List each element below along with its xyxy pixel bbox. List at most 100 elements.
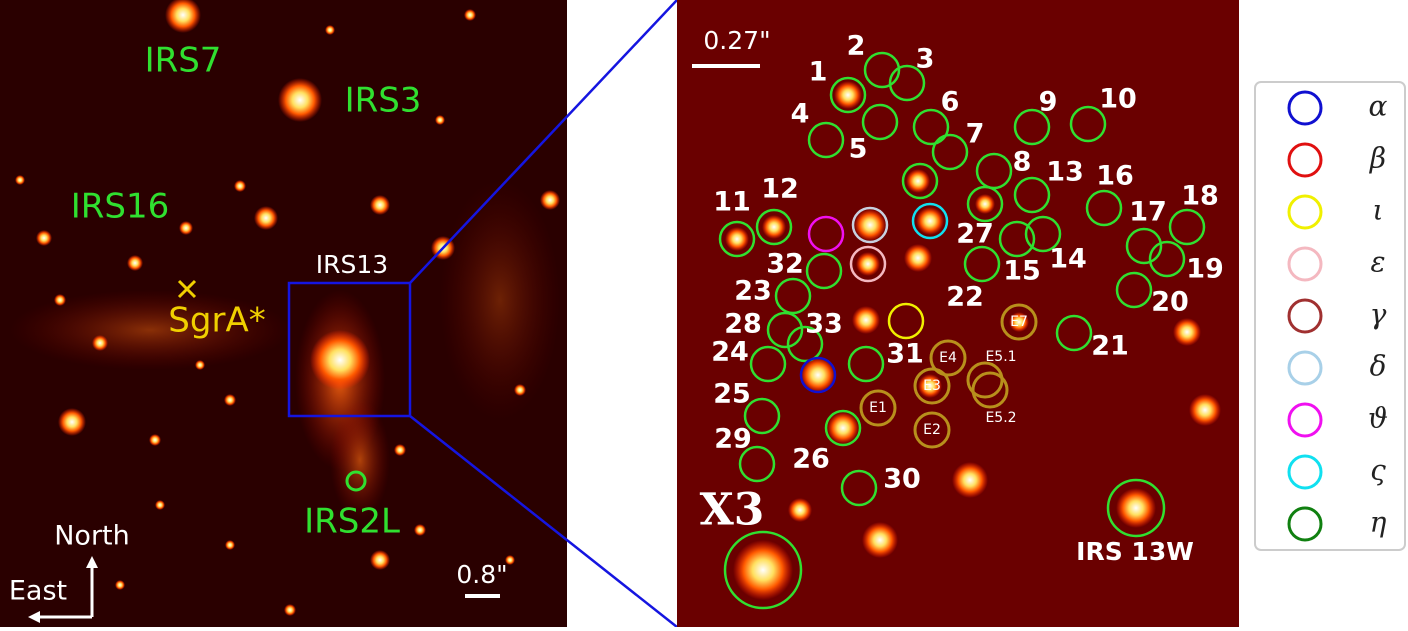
eta-circle	[931, 133, 969, 171]
source-number: 12	[761, 174, 799, 205]
star	[435, 115, 445, 125]
left-stars	[15, 0, 560, 616]
source-number: 30	[883, 464, 921, 495]
e-label: E1	[869, 400, 887, 416]
star	[224, 394, 236, 406]
e-label: E5.2	[985, 410, 1016, 426]
eta-circle	[861, 103, 899, 141]
scale-label: 0.27"	[703, 26, 770, 55]
star	[15, 175, 25, 185]
eta-circle	[1115, 271, 1153, 309]
source-number: 24	[711, 337, 749, 368]
source-number: 18	[1181, 181, 1219, 212]
blob	[1189, 394, 1221, 426]
eta-circle	[840, 469, 878, 507]
zoom-line	[409, 415, 678, 628]
source-label: IRS2L	[304, 502, 400, 542]
blob	[854, 209, 886, 241]
eta-circle	[1069, 105, 1107, 143]
source-number: 23	[734, 276, 772, 307]
star	[394, 444, 406, 456]
eta-circle	[774, 277, 812, 315]
source-number: 19	[1186, 254, 1224, 285]
eta-circle	[829, 76, 867, 114]
class-circle	[851, 206, 889, 244]
e-circle	[971, 371, 1009, 409]
source-number: 11	[713, 187, 751, 218]
e-circle	[929, 339, 967, 377]
legend-marker	[1287, 350, 1323, 386]
e-label: E7	[1010, 314, 1028, 330]
right-circles: E1 E2 E3 E4 E5.1 E5.2 E7	[718, 51, 1206, 610]
eta-circle	[966, 185, 1004, 223]
legend-label: ε	[1370, 246, 1385, 279]
eta-circle	[1125, 227, 1163, 265]
source-number: 17	[1129, 197, 1167, 228]
source-number: 32	[766, 249, 804, 280]
eta-circle	[807, 121, 845, 159]
e-circle	[859, 389, 897, 427]
star	[179, 221, 193, 235]
blob	[856, 252, 880, 276]
source-number: 27	[956, 219, 994, 250]
eta-circle	[786, 325, 824, 363]
blob	[725, 227, 749, 251]
star	[414, 524, 426, 536]
legend-marker	[1287, 194, 1323, 230]
zoom-line	[409, 0, 678, 284]
source-label: IRS13	[316, 250, 388, 279]
blob	[904, 244, 932, 272]
source-number: 21	[1091, 331, 1129, 362]
blob	[788, 498, 812, 522]
star	[155, 500, 165, 510]
star	[514, 384, 526, 396]
source-number: 15	[1003, 256, 1041, 287]
source-label: SgrA*	[168, 301, 265, 341]
legend-label: ς	[1370, 454, 1386, 487]
eta-circle	[1148, 240, 1186, 278]
legend-marker	[1287, 298, 1323, 334]
eta-circle	[847, 345, 885, 383]
source-label: IRS16	[71, 187, 170, 227]
class-circle	[911, 202, 949, 240]
source-number: 2	[847, 31, 866, 62]
eta-circle	[824, 409, 862, 447]
e-label: E4	[939, 350, 957, 366]
source-number: 26	[792, 444, 830, 475]
blob	[916, 207, 944, 235]
e-circle	[913, 411, 951, 449]
star	[149, 434, 161, 446]
blob	[827, 412, 859, 444]
compass-label: East	[9, 576, 67, 607]
source-number: 31	[886, 339, 924, 370]
star	[254, 206, 278, 230]
blob	[1009, 312, 1029, 332]
sgra-marker	[177, 279, 197, 299]
eta-circle	[975, 152, 1013, 190]
legend-label: δ	[1370, 350, 1387, 383]
eta-circle	[755, 208, 793, 246]
eta-circle	[749, 345, 787, 383]
source-number: 6	[941, 87, 960, 118]
legend-marker	[1287, 506, 1323, 542]
source-number: 3	[916, 44, 935, 75]
star	[58, 408, 86, 436]
legend-marker	[1287, 142, 1323, 178]
blob	[862, 522, 898, 558]
eta-circle	[901, 162, 939, 200]
star	[54, 294, 66, 306]
class-circle	[807, 215, 845, 253]
source-number: 5	[849, 134, 868, 165]
star	[370, 195, 390, 215]
legend-label: α	[1369, 90, 1388, 123]
blob	[733, 540, 793, 600]
eta-circle	[1085, 189, 1123, 227]
star	[370, 550, 390, 570]
eta-circle	[743, 397, 781, 435]
source-number: 20	[1151, 287, 1189, 318]
blob	[906, 169, 930, 193]
legend-marker	[1287, 402, 1323, 438]
star	[464, 9, 476, 21]
